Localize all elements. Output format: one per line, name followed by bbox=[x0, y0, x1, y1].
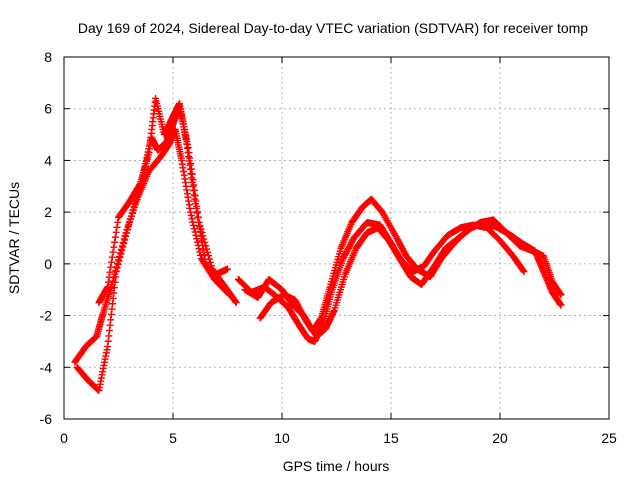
data-point bbox=[126, 215, 134, 223]
data-point bbox=[104, 278, 112, 286]
data-point bbox=[519, 267, 527, 275]
data-point bbox=[520, 268, 528, 276]
data-point bbox=[194, 214, 202, 222]
data-point bbox=[205, 252, 213, 260]
data-point bbox=[196, 228, 204, 236]
data-point bbox=[114, 218, 122, 226]
points-layer bbox=[71, 94, 565, 395]
series-track-3 bbox=[95, 94, 231, 307]
data-point bbox=[192, 204, 200, 212]
y-axis-label: SDTVAR / TECUs bbox=[6, 182, 22, 294]
data-point bbox=[129, 206, 137, 214]
tick-layer: 0 5 10 15 20 25 -6 -4 -2 0 2 4 6 8 bbox=[40, 49, 617, 446]
data-point bbox=[200, 251, 208, 259]
data-point bbox=[104, 283, 112, 291]
y-tick-label: -6 bbox=[40, 411, 53, 427]
data-point bbox=[118, 247, 126, 255]
y-tick-label: -2 bbox=[40, 308, 53, 324]
data-point bbox=[131, 200, 139, 208]
data-point bbox=[105, 273, 113, 281]
data-point bbox=[192, 200, 200, 208]
data-point bbox=[106, 268, 114, 276]
data-point bbox=[111, 238, 119, 246]
data-point bbox=[189, 218, 197, 226]
data-point bbox=[109, 248, 117, 256]
data-point bbox=[136, 181, 144, 189]
data-point bbox=[188, 215, 196, 223]
data-point bbox=[231, 298, 239, 306]
data-point bbox=[557, 291, 565, 299]
data-point bbox=[110, 243, 118, 251]
data-point bbox=[121, 236, 129, 244]
x-tick-label: 5 bbox=[169, 430, 177, 446]
data-point bbox=[196, 248, 204, 256]
data-point bbox=[116, 254, 124, 262]
data-point bbox=[192, 231, 200, 239]
data-point bbox=[195, 245, 203, 253]
data-point bbox=[203, 245, 211, 253]
data-point bbox=[124, 226, 132, 234]
data-point bbox=[195, 223, 203, 231]
data-point bbox=[123, 229, 131, 237]
y-tick-label: 4 bbox=[44, 152, 52, 168]
x-tick-label: 20 bbox=[492, 430, 508, 446]
data-point bbox=[198, 237, 206, 245]
data-point bbox=[224, 265, 231, 273]
series-track-6 bbox=[256, 218, 565, 340]
x-tick-label: 10 bbox=[274, 430, 290, 446]
data-point bbox=[197, 232, 205, 240]
x-axis-label: GPS time / hours bbox=[283, 458, 390, 474]
chart-title: Day 169 of 2024, Sidereal Day-to-day VTE… bbox=[78, 20, 588, 36]
y-tick-label: 0 bbox=[44, 256, 52, 272]
data-point bbox=[187, 211, 195, 219]
data-point bbox=[191, 195, 199, 203]
grid-layer bbox=[64, 57, 609, 419]
y-tick-label: 6 bbox=[44, 101, 52, 117]
series-track-2 bbox=[73, 102, 240, 395]
data-point bbox=[557, 301, 565, 309]
data-point bbox=[114, 261, 122, 269]
y-tick-label: -4 bbox=[40, 359, 53, 375]
data-point bbox=[193, 235, 201, 243]
data-point bbox=[122, 233, 130, 241]
data-point bbox=[199, 241, 207, 249]
series-track-4 bbox=[234, 218, 528, 345]
data-point bbox=[130, 203, 138, 211]
data-point bbox=[108, 253, 116, 261]
plot-frame bbox=[63, 56, 610, 420]
data-point bbox=[201, 255, 209, 263]
y-tick-label: 2 bbox=[44, 204, 52, 220]
data-point bbox=[112, 268, 120, 276]
data-point bbox=[120, 240, 128, 248]
data-point bbox=[186, 208, 194, 216]
data-point bbox=[193, 209, 201, 217]
data-point bbox=[193, 238, 201, 246]
data-point bbox=[111, 233, 119, 241]
data-point bbox=[127, 212, 135, 220]
data-point bbox=[115, 257, 123, 265]
data-point bbox=[113, 223, 121, 231]
data-point bbox=[113, 264, 121, 272]
data-point bbox=[107, 258, 115, 266]
data-point bbox=[124, 222, 132, 230]
data-point bbox=[125, 218, 133, 226]
x-tick-label: 0 bbox=[60, 430, 68, 446]
y-tick-label: 8 bbox=[44, 49, 52, 65]
data-point bbox=[117, 250, 125, 258]
x-tick-label: 15 bbox=[383, 430, 399, 446]
data-point bbox=[190, 221, 198, 229]
data-point bbox=[119, 243, 127, 251]
data-point bbox=[195, 218, 203, 226]
data-point bbox=[107, 263, 115, 271]
data-point bbox=[232, 299, 240, 307]
data-point bbox=[112, 228, 120, 236]
data-point bbox=[197, 251, 205, 259]
data-point bbox=[190, 225, 198, 233]
data-point bbox=[128, 209, 136, 217]
data-point bbox=[199, 246, 207, 254]
x-tick-label: 25 bbox=[601, 430, 617, 446]
